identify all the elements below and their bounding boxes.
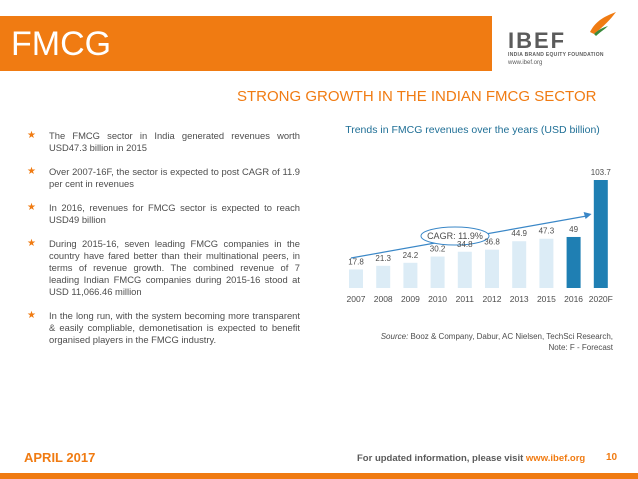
bird-icon [590, 12, 616, 36]
logo-name: IBEF [508, 28, 567, 53]
footer-link[interactable]: www.ibef.org [525, 453, 586, 464]
title-bar: FMCG [0, 16, 492, 71]
bar [403, 262, 418, 288]
bullet-text: Over 2007-16F, the sector is expected to… [49, 166, 300, 189]
x-tick-label: 2013 [510, 294, 529, 304]
source-label: Source: [380, 332, 409, 341]
bar-value-label: 44.9 [511, 229, 527, 238]
cagr-arrow-head-icon [583, 212, 592, 219]
footer-info: For updated information, please visit ww… [357, 453, 585, 464]
bar [512, 241, 527, 288]
bar-value-label: 36.8 [484, 238, 500, 247]
footer-date: APRIL 2017 [24, 450, 96, 465]
bullet-text: In 2016, revenues for FMCG sector is exp… [49, 202, 300, 225]
star-icon: ★ [27, 238, 36, 249]
bar [485, 249, 499, 288]
star-icon: ★ [27, 130, 36, 141]
cagr-label: CAGR: 11.9% [427, 231, 483, 241]
footer-bar [0, 473, 638, 479]
bar [566, 236, 581, 288]
source-text: Booz & Company, Dabur, AC Nielsen, TechS… [410, 332, 613, 341]
bullet-item: ★ The FMCG sector in India generated reve… [27, 130, 300, 154]
bullet-item: ★ In 2016, revenues for FMCG sector is ex… [27, 202, 300, 226]
bullet-text: In the long run, with the system becomin… [49, 310, 300, 345]
x-tick-label: 2020F [589, 294, 613, 304]
bar [430, 256, 445, 288]
logo-url: www.ibef.org [508, 60, 543, 66]
bar [457, 251, 472, 288]
x-tick-label: 2011 [456, 294, 475, 304]
star-icon: ★ [27, 310, 36, 321]
bar-value-label: 24.2 [403, 251, 419, 260]
bullet-text: The FMCG sector in India generated reven… [49, 130, 300, 153]
page-number: 10 [606, 452, 618, 463]
bullet-item: ★ Over 2007-16F, the sector is expected t… [27, 166, 300, 190]
star-icon: ★ [27, 166, 36, 177]
bar [593, 180, 608, 288]
bullet-text: During 2015-16, seven leading FMCG compa… [49, 238, 300, 297]
x-tick-label: 2015 [537, 294, 556, 304]
chart-title: Trends in FMCG revenues over the years (… [345, 124, 600, 136]
x-tick-label: 2016 [564, 294, 583, 304]
footer-text: For updated information, please visit [357, 453, 526, 464]
bar-value-label: 30.2 [430, 245, 446, 254]
x-tick-label: 2008 [374, 294, 393, 304]
bar-value-label: 103.7 [591, 168, 612, 177]
x-tick-label: 2009 [401, 294, 420, 304]
x-tick-label: 2010 [428, 294, 447, 304]
source-note: Source: Booz & Company, Dabur, AC Nielse… [355, 331, 613, 353]
bar [376, 265, 391, 288]
ibef-logo[interactable]: IBEF INDIA BRAND EQUITY FOUNDATION www.i… [502, 10, 627, 70]
header: FMCG IBEF INDIA BRAND EQUITY FOUNDATION … [0, 0, 638, 79]
bar [539, 238, 554, 288]
bar-value-label: 21.3 [375, 254, 391, 263]
section-subtitle: STRONG GROWTH IN THE INDIAN FMCG SECTOR [237, 88, 597, 105]
revenue-bar-chart: CAGR: 11.9% 17.8 2007 21.3 2008 24.2 2009 30.2 2… [347, 168, 613, 304]
page-title: FMCG [11, 25, 112, 63]
bullet-item: ★ In the long run, with the system becomi… [27, 310, 300, 346]
star-icon: ★ [27, 202, 36, 213]
bullet-item: ★ During 2015-16, seven leading FMCG comp… [27, 238, 300, 298]
bar-value-label: 34.8 [457, 240, 473, 249]
bar-value-label: 49 [569, 225, 578, 234]
forecast-note: Note: F - Forecast [548, 343, 613, 352]
bullet-list: ★ The FMCG sector in India generated reve… [27, 130, 300, 358]
logo-tagline: INDIA BRAND EQUITY FOUNDATION [508, 52, 604, 58]
x-tick-label: 2012 [483, 294, 502, 304]
bar-value-label: 17.8 [348, 257, 364, 266]
cagr-callout [420, 226, 490, 246]
bar [349, 269, 363, 288]
bar-value-label: 47.3 [539, 227, 555, 236]
x-tick-label: 2007 [347, 294, 366, 304]
